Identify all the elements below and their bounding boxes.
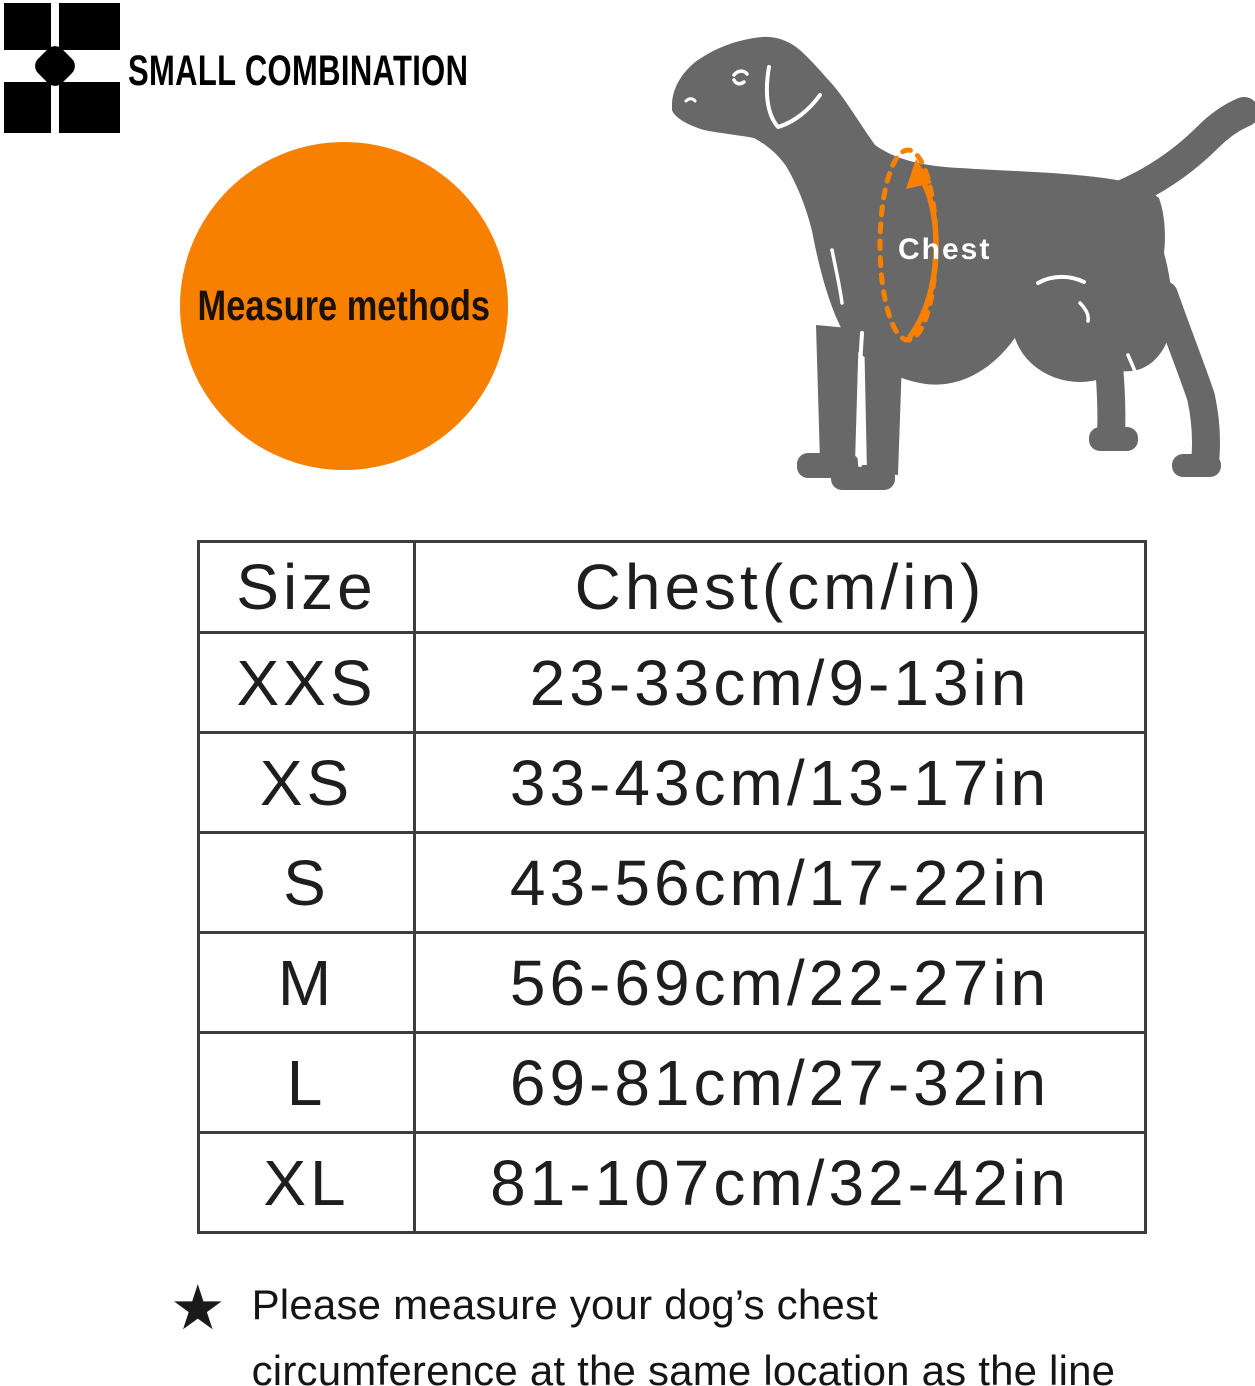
dog-front-leg-far: [864, 329, 903, 475]
note-line-2: circumference at the same location as th…: [251, 1347, 1116, 1386]
chest-label: Chest: [898, 233, 991, 266]
chest-measure-arrow-icon: [906, 159, 932, 189]
chest-measure-arc: [907, 180, 939, 340]
front-leg-separation-line: [856, 331, 864, 467]
dog-diagram: Chest: [672, 36, 1255, 490]
dog-eye-mark: [732, 69, 749, 86]
size-cell: XS: [197, 731, 416, 834]
size-cell: M: [197, 931, 416, 1034]
brand-cross-logo: [4, 3, 120, 133]
table-header-row: Size Chest(cm/in): [197, 540, 1147, 634]
logo-square-tr: [59, 3, 120, 50]
dog-nostril-mark: [684, 97, 697, 103]
dog-ear-outline: [764, 65, 822, 129]
table-row: L 69-81cm/27-32in: [197, 1031, 1147, 1134]
dog-rear-foot-far: [1172, 454, 1221, 477]
dog-rear-thigh: [1012, 258, 1148, 382]
dog-tail: [1095, 97, 1255, 215]
size-cell: XL: [197, 1131, 416, 1234]
dog-rear-leg-far: [1150, 281, 1220, 477]
logo-square-tl: [4, 3, 51, 50]
measurement-note: ★ Please measure your dog’s chest circum…: [170, 1272, 1115, 1386]
flank-notch-line: [1078, 301, 1090, 323]
dog-rear-leg-near: [1094, 341, 1126, 451]
logo-square-br: [59, 82, 120, 133]
size-cell: XXS: [197, 631, 416, 734]
table-row: XS 33-43cm/13-17in: [197, 731, 1147, 834]
measure-methods-label: Measure methods: [197, 281, 491, 330]
logo-square-bl: [4, 82, 51, 133]
measure-methods-badge: Measure methods: [180, 142, 508, 470]
chest-cell: 43-56cm/17-22in: [413, 831, 1147, 934]
table-row: XXS 23-33cm/9-13in: [197, 631, 1147, 734]
logo-center-diamond: [35, 46, 75, 86]
col-header-size: Size: [197, 540, 416, 634]
thigh-highlight-line: [1036, 274, 1086, 285]
chest-cell: 56-69cm/22-27in: [413, 931, 1147, 1034]
table-row: XL 81-107cm/32-42in: [197, 1131, 1147, 1234]
table-row: M 56-69cm/22-27in: [197, 931, 1147, 1034]
chest-cell: 69-81cm/27-32in: [413, 1031, 1147, 1134]
size-chart-table: Size Chest(cm/in) XXS 23-33cm/9-13in XS …: [197, 540, 1147, 1234]
note-line-1: Please measure your dog’s chest: [251, 1281, 879, 1328]
size-cell: S: [197, 831, 416, 934]
chest-cell: 81-107cm/32-42in: [413, 1131, 1147, 1234]
brand-title: SMALL COMBINATION: [128, 47, 469, 95]
star-icon: ★: [170, 1274, 226, 1343]
size-cell: L: [197, 1031, 416, 1134]
shoulder-highlight-line: [830, 248, 844, 305]
table-row: S 43-56cm/17-22in: [197, 831, 1147, 934]
rear-leg-separation-line: [1126, 353, 1152, 427]
chest-cell: 33-43cm/13-17in: [413, 731, 1147, 834]
col-header-chest: Chest(cm/in): [413, 540, 1147, 634]
dog-rear-foot-near: [1089, 427, 1138, 451]
dog-front-leg-near: [816, 325, 859, 463]
measurement-note-text: Please measure your dog’s chest circumfe…: [252, 1272, 1116, 1386]
chest-cell: 23-33cm/9-13in: [413, 631, 1147, 734]
dog-front-foot-near: [797, 453, 859, 478]
